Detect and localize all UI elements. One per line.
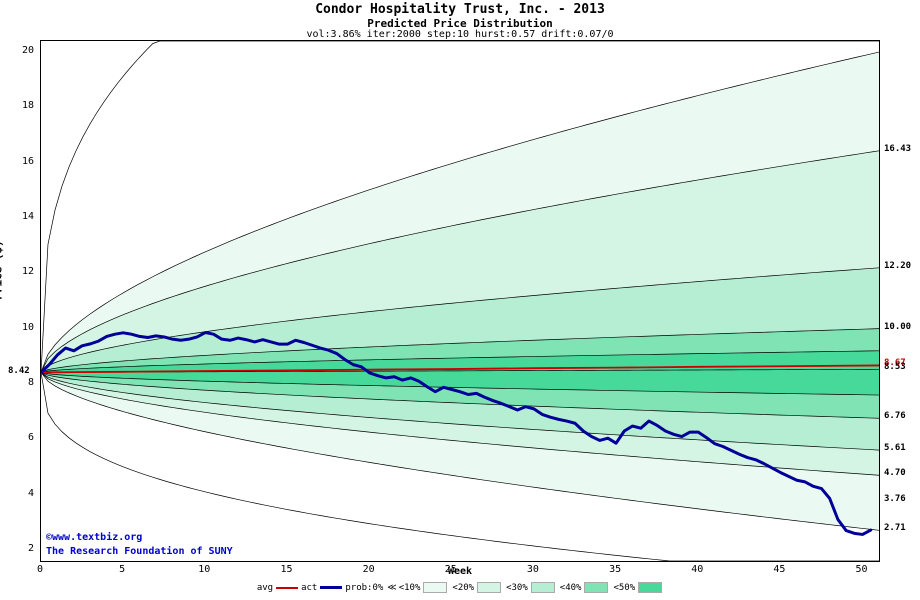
- extreme-lower-outline: [41, 372, 879, 561]
- y-tick-label: 20: [21, 45, 34, 57]
- legend-band-20-label: <20%: [452, 582, 475, 593]
- x-tick-label: 35: [609, 564, 622, 575]
- y-tick-label: 4: [27, 487, 34, 499]
- right-value-label: 6.76: [884, 411, 906, 422]
- quantile-lower-outline: [41, 372, 879, 419]
- legend-band-10: ≪ <10%: [386, 582, 449, 593]
- y-tick-label: 12: [21, 266, 34, 278]
- legend-act-swatch-icon: [320, 586, 343, 589]
- x-tick-label: 10: [198, 564, 211, 575]
- x-tick-label: 30: [526, 564, 539, 575]
- y-tick-label: 2: [27, 542, 34, 554]
- x-tick-label: 0: [36, 564, 44, 575]
- actual-series-line: [41, 331, 873, 536]
- x-tick-label: 40: [691, 564, 704, 575]
- x-tick-label: 20: [362, 564, 375, 575]
- credit-website[interactable]: ©www.textbiz.org: [46, 532, 143, 543]
- legend-band-40-label: <40%: [559, 582, 582, 593]
- right-value-label: 8.53: [884, 362, 906, 373]
- chart-parameters: vol:3.86% iter:2000 step:10 hurst:0.57 d…: [306, 29, 614, 40]
- quantile-upper-outline: [41, 328, 879, 373]
- chart-title: Condor Hospitality Trust, Inc. - 2013: [315, 2, 605, 17]
- right-value-label: 5.61: [884, 443, 906, 454]
- legend-avg-swatch-icon: [276, 586, 299, 589]
- right-value-label: 3.76: [884, 494, 906, 505]
- quantile-lower-outline: [41, 372, 879, 396]
- legend-band-50-label: <50%: [613, 582, 636, 593]
- plot-area: [40, 40, 880, 562]
- legend-band-30-swatch: [530, 582, 555, 593]
- x-tick-label: 45: [773, 564, 786, 575]
- quantile-upper-outline: [41, 267, 879, 373]
- quantile-lower-outline: [41, 372, 879, 476]
- x-tick-label: 5: [119, 564, 126, 575]
- y-tick-label: 16: [21, 155, 34, 167]
- y-tick-label: 10: [21, 321, 34, 333]
- y-tick-label: 8: [27, 376, 34, 388]
- legend-band-10-label: <10%: [398, 582, 421, 593]
- legend-band-30-label: <30%: [506, 582, 528, 593]
- legend-band-30: <30%: [505, 582, 557, 593]
- legend-avg: avg act prob:0%: [256, 583, 384, 593]
- chart-subtitle: Predicted Price Distribution: [367, 17, 553, 30]
- quantile-upper-outline: [41, 350, 879, 373]
- legend-avg-label: avg: [256, 582, 274, 593]
- right-value-label: 16.43: [884, 143, 912, 154]
- start-price-label: 8.42: [8, 366, 30, 377]
- y-tick-label: 18: [21, 100, 34, 112]
- legend-band-40: <40%: [559, 582, 611, 593]
- legend-act-label: act: [301, 582, 318, 593]
- x-tick-label: 15: [280, 564, 293, 575]
- quantile-lower-outline: [41, 372, 879, 531]
- x-axis-label: Week: [447, 566, 473, 577]
- right-value-label: 4.70: [884, 468, 906, 479]
- x-tick-label: 25: [444, 564, 457, 575]
- legend-band-40-swatch: [584, 582, 609, 593]
- legend-bracket-icon-1: ≪: [387, 582, 397, 593]
- quantile-upper-outline: [41, 51, 879, 373]
- legend-prob-label: prob:0%: [345, 582, 384, 593]
- legend-band-20: <20%: [451, 582, 503, 593]
- right-value-label: 2.71: [884, 523, 906, 534]
- quantile-band: [41, 350, 879, 396]
- y-tick-label: 6: [27, 432, 34, 444]
- x-tick-label: 50: [855, 564, 868, 575]
- legend-band-20-swatch: [477, 582, 502, 593]
- quantile-lower-outline: [41, 372, 879, 451]
- right-value-label: 8.67: [884, 358, 906, 369]
- chart-legend: avg act prob:0% ≪ <10% <20% <30% <40% <5…: [0, 582, 920, 593]
- legend-band-50: <50%: [612, 582, 664, 593]
- average-series-line: [41, 364, 879, 374]
- quantile-upper-outline: [41, 150, 879, 373]
- credit-organization: The Research Foundation of SUNY: [46, 546, 233, 557]
- y-tick-label: 14: [21, 211, 34, 223]
- plot-svg: [41, 41, 879, 561]
- right-value-label: 10.00: [884, 321, 912, 332]
- right-value-label: 12.20: [884, 260, 912, 271]
- legend-band-10-swatch: [423, 582, 448, 593]
- legend-band-50-swatch: [638, 582, 663, 593]
